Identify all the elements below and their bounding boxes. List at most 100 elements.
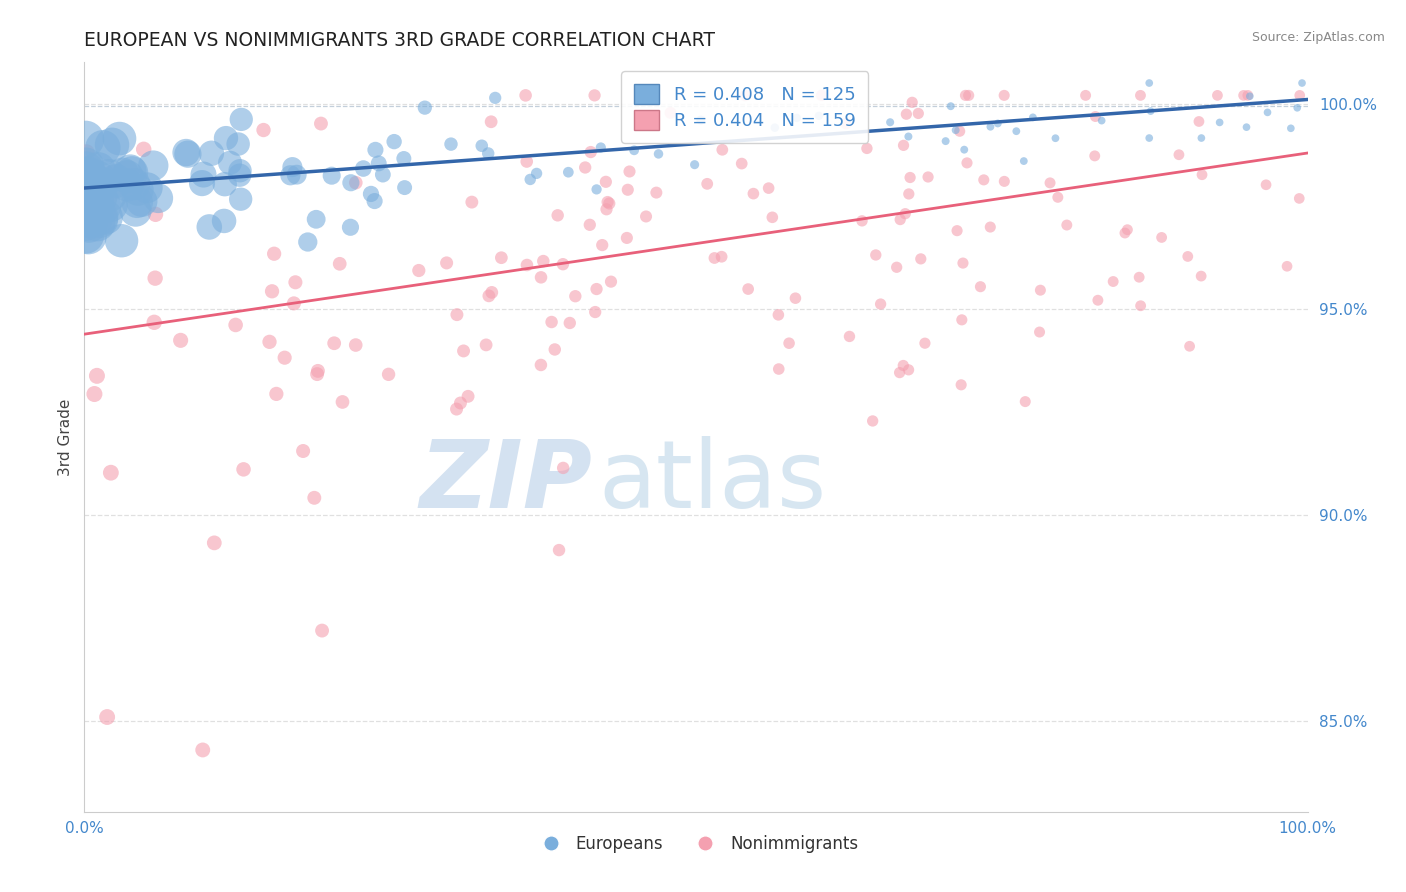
Point (87, 163, 110, 178)
Point (553, 461, 575, 475)
Point (914, 336, 936, 351)
Point (377, 368, 399, 382)
Point (1084, 149, 1107, 163)
Point (544, 343, 567, 357)
Point (889, 212, 911, 227)
Point (946, 224, 969, 238)
Point (595, 175, 617, 189)
Point (98, 187, 121, 202)
Point (647, 147, 669, 161)
Point (219, 155, 242, 169)
Point (481, 285, 503, 300)
Point (363, 194, 385, 208)
Point (75, 190, 97, 204)
Point (616, 183, 638, 197)
Point (1028, 325, 1050, 339)
Point (84, 211, 107, 226)
Point (531, 254, 554, 268)
Point (910, 252, 932, 266)
Point (75, 132, 97, 146)
Point (897, 363, 920, 377)
Point (778, 336, 800, 351)
Point (1029, 283, 1052, 297)
Point (835, 117, 858, 131)
Point (540, 315, 562, 329)
Point (143, 271, 166, 285)
Point (1291, 76, 1313, 90)
Point (394, 180, 416, 194)
Point (177, 147, 200, 161)
Point (596, 194, 619, 209)
Point (340, 176, 363, 190)
Point (111, 167, 134, 181)
Point (75, 163, 97, 178)
Point (1191, 168, 1213, 182)
Point (101, 137, 124, 152)
Point (583, 88, 606, 103)
Point (945, 123, 967, 137)
Y-axis label: 3rd Grade: 3rd Grade (58, 399, 73, 475)
Point (215, 131, 238, 145)
Point (1189, 269, 1212, 284)
Point (696, 177, 718, 191)
Point (413, 101, 436, 115)
Point (367, 156, 389, 170)
Point (1236, 88, 1258, 103)
Point (108, 131, 131, 145)
Point (94, 210, 117, 224)
Point (77, 178, 100, 192)
Point (478, 289, 501, 303)
Point (1045, 131, 1067, 145)
Point (263, 246, 285, 260)
Point (574, 161, 596, 175)
Point (526, 166, 548, 180)
Point (1279, 121, 1302, 136)
Point (127, 195, 149, 210)
Point (1114, 226, 1136, 240)
Point (1102, 275, 1125, 289)
Point (1129, 88, 1152, 103)
Point (89, 210, 111, 224)
Point (897, 186, 920, 201)
Point (1137, 131, 1160, 145)
Point (634, 210, 657, 224)
Point (75, 182, 97, 196)
Point (879, 115, 901, 129)
Point (436, 256, 458, 270)
Point (993, 88, 1015, 103)
Point (1056, 218, 1078, 232)
Point (768, 362, 790, 376)
Point (93, 199, 115, 213)
Point (98, 169, 121, 184)
Point (75, 159, 97, 173)
Point (1116, 223, 1139, 237)
Text: Source: ZipAtlas.com: Source: ZipAtlas.com (1251, 31, 1385, 45)
Point (737, 282, 759, 296)
Point (231, 112, 253, 127)
Point (595, 202, 617, 217)
Point (75, 201, 97, 215)
Point (471, 138, 494, 153)
Point (516, 258, 538, 272)
Point (479, 115, 502, 129)
Point (807, 109, 830, 123)
Point (100, 197, 122, 211)
Point (530, 358, 553, 372)
Point (117, 169, 139, 184)
Point (979, 220, 1001, 235)
Point (1288, 88, 1310, 103)
Point (810, 88, 832, 103)
Point (491, 251, 513, 265)
Point (659, 106, 682, 120)
Point (77, 228, 100, 243)
Point (110, 234, 132, 248)
Point (76, 145, 98, 160)
Point (600, 275, 623, 289)
Point (585, 182, 607, 196)
Point (382, 135, 405, 149)
Point (127, 183, 149, 197)
Point (89, 190, 111, 204)
Point (323, 336, 346, 351)
Point (305, 212, 328, 227)
Point (252, 123, 274, 137)
